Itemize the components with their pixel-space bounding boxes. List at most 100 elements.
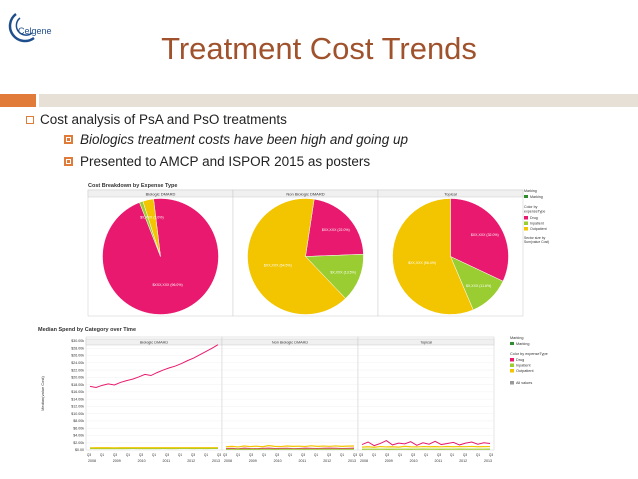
slide-title: Treatment Cost Trends	[161, 31, 477, 66]
x-subtick-label: Q3	[113, 453, 117, 457]
hollow-square-bullet-icon	[26, 116, 34, 124]
x-subtick-label: Q3	[165, 453, 169, 457]
y-tick-label: $10.00k	[71, 412, 84, 416]
x-tick-label: 2012	[323, 459, 331, 463]
line-series-outpatient[interactable]	[225, 445, 355, 448]
pie-slice-outpatient[interactable]	[392, 198, 474, 315]
x-tick-label: 2009	[385, 459, 393, 463]
y-tick-label: $18.00k	[71, 383, 84, 387]
x-subtick-label: Q1	[288, 453, 292, 457]
y-tick-label: $28.00k	[71, 346, 84, 350]
x-tick-label: 2009	[113, 459, 121, 463]
bullet-level2: Biologics treatment costs have been high…	[20, 132, 620, 154]
line-series-drug[interactable]	[225, 447, 355, 450]
pie-slice-drug[interactable]	[450, 198, 509, 282]
title-rule-accent	[0, 94, 36, 107]
legend-item-label: All values	[516, 381, 532, 385]
pie-slice-label: $XX,XXX (32.0%)	[471, 233, 499, 237]
legend-item-label: Marking	[516, 342, 530, 346]
x-tick-label: 2012	[187, 459, 195, 463]
x-subtick-label: Q1	[204, 453, 208, 457]
pie-slice-label: $XX,XXX (56.4%)	[408, 261, 436, 265]
legend-swatch-inpatient	[524, 221, 528, 225]
legend-swatch-outpatient	[524, 227, 528, 231]
pie-panel-label: Biologic DMARD	[146, 192, 176, 197]
line-panel	[221, 336, 359, 451]
pie-panel-label: Non Biologic DMARD	[286, 192, 324, 197]
square-bullet-icon	[64, 157, 73, 166]
y-axis-label: Median(value Cost)	[40, 375, 45, 410]
y-tick-label: $8.00k	[73, 419, 84, 423]
bullet-text: Presented to AMCP and ISPOR 2015 as post…	[80, 154, 371, 169]
legend-item-label: Inpatient	[530, 222, 544, 226]
line-panel	[85, 336, 223, 451]
x-subtick-label: Q3	[359, 453, 363, 457]
line-series-outpatient[interactable]	[361, 445, 491, 448]
pie-slice-label: $X,XXX (3.0%)	[140, 215, 164, 219]
legend-swatch-outpatient	[510, 369, 514, 373]
bullet-level1: Cost analysis of PsA and PsO treatments	[20, 112, 620, 132]
bullet-text: Biologics treatment costs have been high…	[80, 132, 408, 147]
x-subtick-label: Q3	[139, 453, 143, 457]
legend-heading: Color by expenseType	[510, 352, 548, 356]
line-panel-label: Non Biologic DMARD	[272, 341, 309, 345]
line-chart-title: Median Spend by Category over Time	[38, 327, 136, 333]
x-tick-label: 2011	[163, 459, 171, 463]
logo-arc	[8, 13, 35, 43]
logo-arc-inner	[15, 17, 33, 36]
line-chart-dashboard: Median Spend by Category over Time Media…	[36, 325, 596, 477]
x-tick-label: 2008	[224, 459, 232, 463]
pie-panel-label: Topical	[444, 192, 457, 197]
line-series-drug[interactable]	[361, 439, 491, 447]
x-tick-label: 2008	[88, 459, 96, 463]
pie-slice-drug[interactable]	[305, 198, 364, 257]
x-subtick-label: Q3	[223, 453, 227, 457]
y-tick-label: $14.00k	[71, 397, 84, 401]
pie-slice-outpatient[interactable]	[142, 198, 161, 257]
x-subtick-label: Q3	[489, 453, 493, 457]
x-subtick-label: Q3	[437, 453, 441, 457]
line-panel-label: Topical	[420, 341, 432, 345]
x-tick-label: 2010	[274, 459, 282, 463]
legend-item-label: Drug	[530, 216, 538, 220]
title-rule	[39, 94, 638, 107]
y-tick-label: $0.00	[75, 448, 84, 452]
x-tick-label: 2009	[249, 459, 257, 463]
x-subtick-label: Q1	[126, 453, 130, 457]
x-subtick-label: Q3	[385, 453, 389, 457]
y-tick-label: $24.00k	[71, 361, 84, 365]
x-subtick-label: Q1	[476, 453, 480, 457]
y-tick-label: $22.00k	[71, 368, 84, 372]
legend-swatch-drug	[524, 216, 528, 220]
pie-slice-label: $XX,XXX (22.0%)	[322, 228, 350, 232]
x-subtick-label: Q3	[301, 453, 305, 457]
line-series-drug[interactable]	[89, 344, 219, 389]
line-panel	[357, 336, 495, 451]
line-panel-label: Biologic DMARD	[140, 341, 169, 345]
x-subtick-label: Q3	[353, 453, 357, 457]
logo-text: Celgene	[18, 26, 52, 36]
pie-chart-title: Cost Breakdown by Expense Type	[88, 183, 177, 189]
legend-swatch-marking	[510, 342, 514, 345]
legend-swatch-marking	[524, 195, 528, 198]
x-subtick-label: Q3	[249, 453, 253, 457]
legend-heading: Marking	[510, 336, 524, 340]
x-subtick-label: Q1	[236, 453, 240, 457]
legend-item-label: Drug	[516, 358, 524, 362]
y-tick-label: $6.00k	[73, 426, 84, 430]
x-tick-label: 2012	[459, 459, 467, 463]
legend-size-note: Sector size by Sum(value Cost)	[524, 236, 549, 244]
x-subtick-label: Q1	[314, 453, 318, 457]
pie-slice-outpatient[interactable]	[247, 198, 346, 315]
x-tick-label: 2011	[435, 459, 443, 463]
legend-item-label: Outpatient	[516, 369, 534, 373]
legend-swatch-inpatient	[510, 363, 514, 367]
line-panel-header	[357, 338, 495, 346]
x-subtick-label: Q1	[152, 453, 156, 457]
legend-swatch-drug	[510, 358, 514, 362]
x-tick-label: 2013	[212, 459, 220, 463]
x-tick-label: 2013	[484, 459, 492, 463]
pie-slice-label: $XX,XXX (64.5%)	[264, 264, 292, 268]
bullet-list: Cost analysis of PsA and PsO treatments …	[20, 112, 620, 176]
y-tick-label: $4.00k	[73, 434, 84, 438]
